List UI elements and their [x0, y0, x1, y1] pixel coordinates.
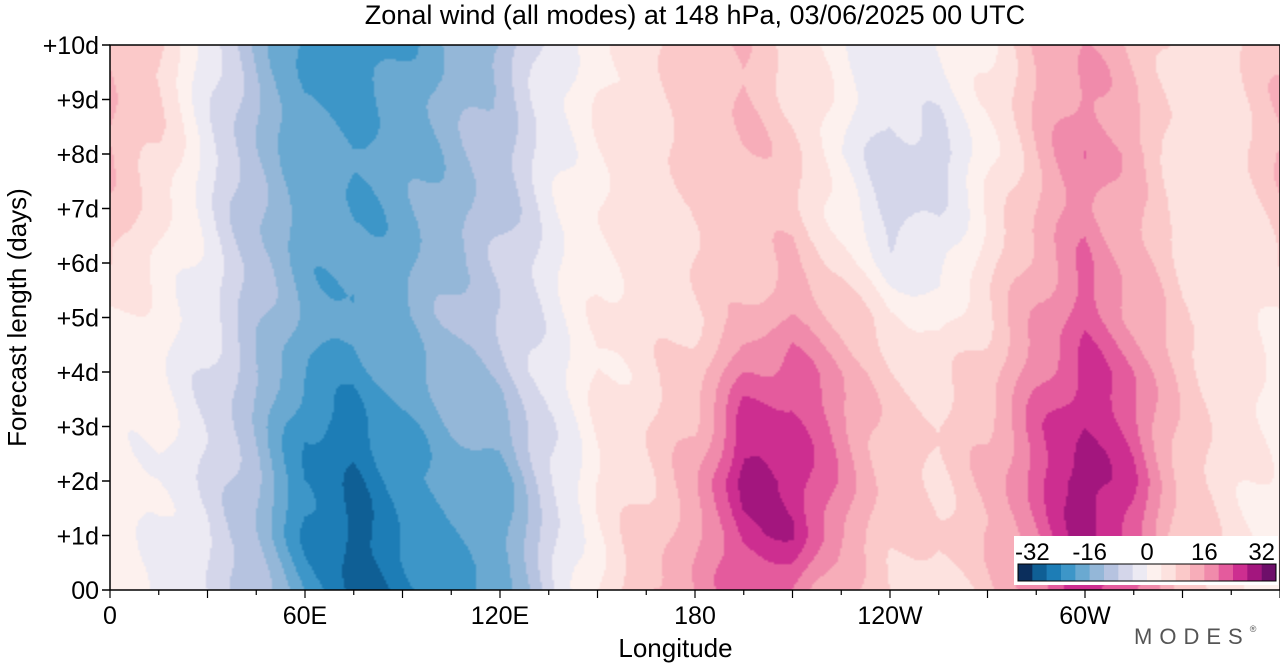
y-tick-label: +3d [57, 414, 99, 442]
colorbar-swatch [1046, 564, 1062, 581]
colorbar-swatch [1233, 564, 1248, 581]
colorbar-swatch [1190, 564, 1205, 581]
x-tick-label: 180 [674, 602, 716, 630]
colorbar-tick-label: -32 [1015, 539, 1050, 566]
y-tick-label: +5d [57, 305, 99, 333]
colorbar-swatch [1247, 564, 1262, 581]
y-tick-label: +4d [57, 359, 99, 387]
colorbar-swatch [1118, 564, 1133, 581]
colorbar-swatch [1161, 564, 1176, 581]
colorbar-swatch [1061, 564, 1076, 581]
colorbar-tick-label: 0 [1140, 539, 1153, 566]
x-tick-label: 120E [471, 602, 529, 630]
colorbar-tick-label: -16 [1072, 539, 1107, 566]
chart-title: Zonal wind (all modes) at 148 hPa, 03/06… [364, 0, 1026, 30]
zonal-wind-field [110, 45, 1280, 590]
modes-logo-text: MODES [1134, 624, 1250, 649]
x-tick-label: 60W [1059, 602, 1111, 630]
colorbar-swatch [1018, 564, 1033, 581]
colorbar-tick-label: 32 [1248, 539, 1275, 566]
colorbar-swatch [1104, 564, 1119, 581]
colorbar-frame [1017, 563, 1277, 582]
colorbar-tick-label: 16 [1191, 539, 1218, 566]
x-tick-label: 60E [283, 602, 327, 630]
y-tick-label: +10d [43, 32, 99, 60]
colorbar-swatch [1204, 564, 1219, 581]
colorbar-swatch [1261, 564, 1277, 581]
colorbar-swatch [1132, 564, 1148, 581]
colorbar-swatch [1075, 564, 1090, 581]
colorbar-swatch [1175, 564, 1191, 581]
y-tick-label: +1d [57, 523, 99, 551]
y-tick-label: +2d [57, 468, 99, 496]
y-tick-label: +7d [57, 196, 99, 224]
colorbar-swatch [1032, 564, 1047, 581]
colorbar-swatch [1089, 564, 1105, 581]
x-tick-label: 0 [103, 602, 117, 630]
y-tick-label: +9d [57, 87, 99, 115]
registered-mark: ® [1249, 623, 1257, 634]
y-axis-label: Forecast length (days) [2, 188, 32, 447]
colorbar-swatch [1147, 564, 1162, 581]
colorbar-swatch [1218, 564, 1234, 581]
y-tick-label: 00 [71, 577, 99, 605]
y-tick-label: +8d [57, 141, 99, 169]
modes-logo: MODES® [1134, 624, 1256, 650]
x-tick-label: 120W [857, 602, 923, 630]
x-axis-label: Longitude [618, 633, 732, 663]
y-tick-label: +6d [57, 250, 99, 278]
